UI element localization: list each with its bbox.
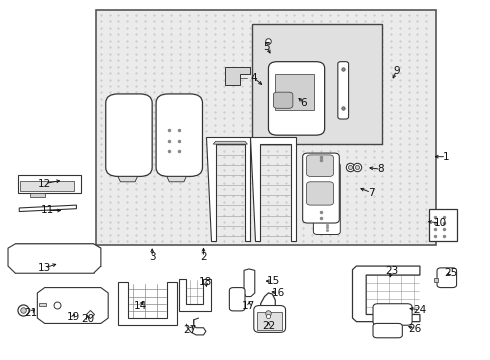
Bar	[96, 10, 436, 244]
Text: 21: 21	[24, 308, 38, 318]
Text: 16: 16	[271, 288, 285, 298]
Bar	[429, 209, 457, 241]
Text: 11: 11	[41, 206, 54, 216]
Polygon shape	[213, 141, 247, 144]
FancyBboxPatch shape	[273, 92, 293, 108]
Bar	[275, 74, 315, 110]
FancyBboxPatch shape	[269, 62, 325, 135]
Text: 19: 19	[66, 312, 80, 322]
Text: 4: 4	[250, 73, 257, 83]
Text: 20: 20	[81, 314, 94, 324]
Polygon shape	[352, 266, 420, 321]
Text: 24: 24	[413, 305, 427, 315]
FancyBboxPatch shape	[338, 62, 348, 119]
Bar	[18, 175, 81, 193]
Text: 9: 9	[393, 66, 400, 76]
Text: 3: 3	[149, 252, 155, 262]
Text: 13: 13	[38, 263, 51, 273]
Polygon shape	[118, 282, 176, 325]
Bar	[20, 181, 74, 191]
Text: 12: 12	[38, 179, 51, 189]
Polygon shape	[30, 193, 45, 197]
Polygon shape	[37, 288, 108, 323]
FancyBboxPatch shape	[254, 306, 286, 332]
Text: 2: 2	[200, 252, 207, 262]
Polygon shape	[118, 176, 138, 182]
Bar	[434, 278, 438, 282]
Polygon shape	[39, 303, 46, 306]
FancyBboxPatch shape	[303, 153, 339, 223]
Text: 18: 18	[199, 277, 213, 287]
Polygon shape	[8, 244, 101, 273]
Text: 10: 10	[434, 218, 447, 228]
Text: 6: 6	[300, 98, 307, 108]
FancyBboxPatch shape	[437, 268, 457, 288]
FancyBboxPatch shape	[106, 94, 152, 176]
Text: 27: 27	[184, 325, 197, 334]
Bar	[252, 24, 382, 144]
FancyBboxPatch shape	[314, 163, 340, 234]
FancyBboxPatch shape	[307, 155, 333, 176]
Text: 26: 26	[408, 324, 422, 334]
Polygon shape	[179, 279, 211, 311]
Bar	[257, 312, 282, 330]
Polygon shape	[250, 137, 296, 241]
Text: 23: 23	[385, 266, 398, 276]
Text: 7: 7	[368, 188, 374, 198]
FancyBboxPatch shape	[229, 288, 245, 311]
Polygon shape	[244, 269, 255, 297]
FancyBboxPatch shape	[373, 304, 412, 325]
Polygon shape	[167, 176, 186, 182]
Text: 1: 1	[443, 152, 450, 162]
Polygon shape	[206, 137, 250, 241]
Text: 15: 15	[267, 276, 280, 286]
Polygon shape	[19, 205, 76, 212]
Polygon shape	[225, 67, 250, 85]
Text: 25: 25	[444, 267, 458, 278]
Text: 8: 8	[377, 164, 384, 174]
FancyBboxPatch shape	[156, 94, 202, 176]
Text: 17: 17	[242, 301, 255, 311]
Text: 5: 5	[264, 42, 270, 52]
Text: 14: 14	[133, 301, 147, 311]
FancyBboxPatch shape	[307, 182, 333, 205]
FancyBboxPatch shape	[373, 323, 402, 338]
Text: 22: 22	[262, 321, 275, 331]
